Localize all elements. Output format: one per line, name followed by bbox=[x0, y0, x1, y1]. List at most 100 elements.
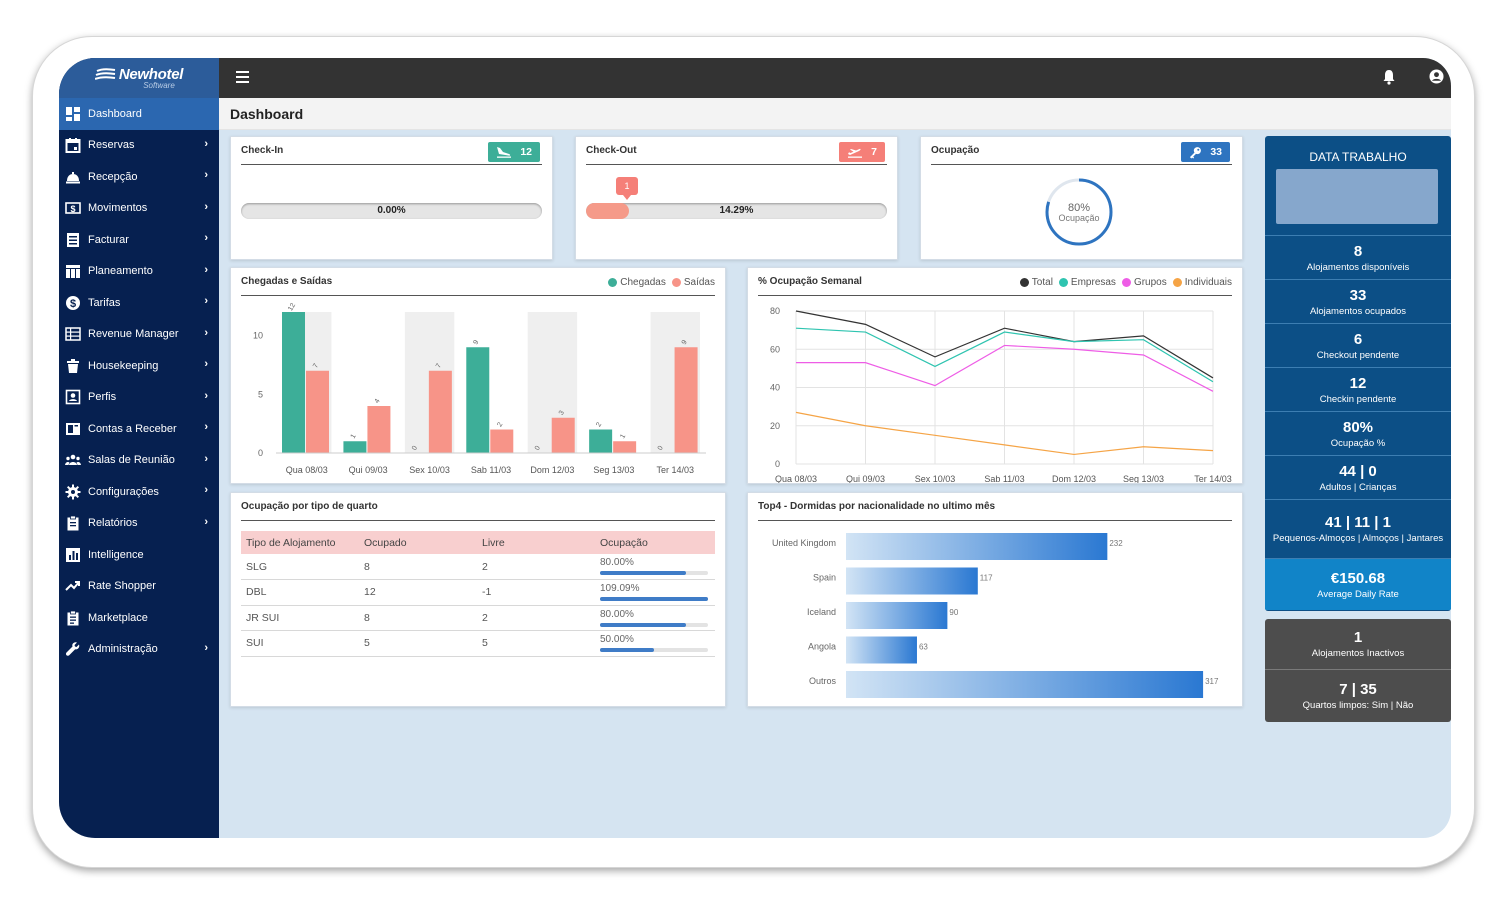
stat-tile[interactable]: 7 | 35 Quartos limpos: Sim | Não bbox=[1265, 670, 1451, 721]
table-row[interactable]: SUI 5 5 50.00% bbox=[241, 630, 715, 657]
sidebar-item-perfis[interactable]: Perfis › bbox=[59, 382, 219, 414]
bar-saidas[interactable] bbox=[551, 417, 575, 453]
sidebar-item-facturar[interactable]: Facturar › bbox=[59, 224, 219, 256]
checkin-badge[interactable]: 12 bbox=[488, 142, 540, 162]
legend-item[interactable]: Chegadas bbox=[608, 277, 666, 288]
series-line-individuais[interactable] bbox=[795, 411, 1214, 456]
series-line-empresas[interactable] bbox=[795, 327, 1214, 383]
legend-item[interactable]: Saídas bbox=[671, 277, 715, 288]
logo-waves-icon bbox=[94, 67, 116, 80]
series-line-grupos[interactable] bbox=[796, 344, 1214, 392]
column-header[interactable]: Tipo de Alojamento bbox=[241, 531, 359, 554]
stat-value: 1 bbox=[1353, 629, 1363, 646]
room-types-body: SLG 8 2 80.00% DBL 12 -1 109.09% JR SUI 8 2 80.00% S… bbox=[241, 554, 715, 657]
series-line-total[interactable] bbox=[795, 310, 1214, 379]
bar-value-label: 4 bbox=[374, 398, 382, 405]
bar-saidas[interactable] bbox=[490, 429, 514, 454]
legend-item[interactable]: Grupos bbox=[1121, 277, 1167, 288]
plane-landing-icon bbox=[497, 147, 512, 158]
checkout-progress-fill bbox=[586, 203, 629, 219]
key-icon bbox=[1190, 146, 1202, 159]
legend-item[interactable]: Empresas bbox=[1058, 277, 1116, 288]
checkin-title: Check-In bbox=[241, 145, 284, 156]
nationality-bar[interactable] bbox=[846, 602, 948, 629]
bar-chegadas[interactable] bbox=[343, 441, 367, 453]
table-row[interactable]: DBL 12 -1 109.09% bbox=[241, 579, 715, 606]
nationality-bar[interactable] bbox=[846, 567, 978, 595]
brand-logo[interactable]: Newhotel Software bbox=[59, 58, 219, 98]
stat-tile[interactable]: 12 Checkin pendente bbox=[1265, 368, 1451, 412]
stat-tile[interactable]: 1 Alojamentos Inactivos bbox=[1265, 619, 1451, 670]
stat-tile[interactable]: 80% Ocupação % bbox=[1265, 412, 1451, 456]
stat-tile[interactable]: 6 Checkout pendente bbox=[1265, 324, 1451, 368]
bar-saidas[interactable] bbox=[306, 370, 329, 453]
column-header[interactable]: Livre bbox=[477, 531, 595, 554]
sidebar-item-rate-shopper[interactable]: Rate Shopper bbox=[59, 571, 219, 603]
bar-chegadas[interactable] bbox=[282, 312, 305, 453]
stat-tile[interactable]: €150.68 Average Daily Rate bbox=[1265, 559, 1451, 610]
divider bbox=[241, 164, 542, 165]
chevron-right-icon: › bbox=[204, 169, 208, 181]
notifications-bell-icon[interactable] bbox=[1382, 69, 1396, 85]
sidebar-item-contas-a-receber[interactable]: Contas a Receber › bbox=[59, 413, 219, 445]
column-header[interactable]: Ocupado bbox=[359, 531, 477, 554]
bar-chegadas[interactable] bbox=[466, 347, 490, 453]
category-label: Outros bbox=[809, 676, 837, 686]
sidebar-item-label: Tarifas bbox=[88, 296, 121, 309]
sidebar-item-planeamento[interactable]: Planeamento › bbox=[59, 256, 219, 288]
sidebar-item-reservas[interactable]: Reservas › bbox=[59, 130, 219, 162]
stat-tile[interactable]: 44 | 0 Adultos | Crianças bbox=[1265, 456, 1451, 500]
chevron-right-icon: › bbox=[204, 263, 208, 276]
stat-value: 44 | 0 bbox=[1339, 462, 1377, 480]
sidebar-item-dashboard[interactable]: Dashboard bbox=[59, 98, 219, 130]
table-row[interactable]: SLG 8 2 80.00% bbox=[241, 554, 715, 580]
column-header[interactable]: Ocupação bbox=[595, 531, 715, 554]
occupancy-badge[interactable]: 33 bbox=[1181, 142, 1230, 162]
occupancy-cell: 50.00% bbox=[595, 630, 715, 657]
stat-value: 12 bbox=[1349, 374, 1367, 392]
weekly-title: % Ocupação Semanal bbox=[758, 276, 862, 287]
sidebar-item-movimentos[interactable]: $ Movimentos › bbox=[59, 193, 219, 225]
menu-toggle-icon[interactable] bbox=[236, 71, 249, 83]
bar-saidas[interactable] bbox=[428, 370, 452, 453]
legend-item[interactable]: Total bbox=[1019, 277, 1053, 288]
bar-value-label: 12 bbox=[287, 302, 297, 312]
user-account-icon[interactable] bbox=[1429, 69, 1444, 84]
sidebar-item-recepcao[interactable]: Recepção › bbox=[59, 161, 219, 193]
sidebar-item-configuracoes[interactable]: Configurações › bbox=[59, 476, 219, 508]
sidebar-item-marketplace[interactable]: Marketplace bbox=[59, 602, 219, 634]
occupancy-bar-fill bbox=[600, 571, 687, 575]
sidebar-item-intelligence[interactable]: Intelligence bbox=[59, 539, 219, 571]
sidebar-item-relatorios[interactable]: Relatórios › bbox=[59, 508, 219, 540]
bar-saidas[interactable] bbox=[367, 406, 391, 453]
x-tick-label: Qua 08/03 bbox=[286, 465, 328, 475]
stat-tile[interactable]: 41 | 11 | 1 Pequenos-Almoços | Almoços | … bbox=[1265, 500, 1451, 559]
work-date-box[interactable] bbox=[1276, 169, 1438, 224]
sidebar-item-salas-de-reuniao[interactable]: Salas de Reunião › bbox=[59, 445, 219, 477]
sidebar-item-label: Intelligence bbox=[88, 548, 144, 561]
bar-chegadas[interactable] bbox=[589, 429, 613, 454]
checkout-badge[interactable]: 7 bbox=[839, 142, 885, 162]
nationality-bar[interactable] bbox=[846, 636, 917, 664]
page-title: Dashboard bbox=[230, 106, 304, 122]
sidebar-item-housekeeping[interactable]: Housekeeping › bbox=[59, 350, 219, 382]
nationality-bar[interactable] bbox=[846, 533, 1108, 560]
bar-saidas[interactable] bbox=[674, 347, 698, 453]
sidebar-item-revenue-manager[interactable]: Revenue Manager › bbox=[59, 319, 219, 351]
bar-saidas[interactable] bbox=[613, 441, 637, 453]
sidebar-item-label: Configurações bbox=[88, 485, 159, 498]
table-row[interactable]: JR SUI 8 2 80.00% bbox=[241, 605, 715, 631]
stat-tile[interactable]: 33 Alojamentos ocupados bbox=[1265, 280, 1451, 324]
sidebar-nav: Dashboard Reservas › Recepção › $ Movimentos › F… bbox=[59, 98, 219, 665]
sidebar-item-administracao[interactable]: Administração › bbox=[59, 634, 219, 666]
legend-dot bbox=[1172, 278, 1182, 287]
stat-tile[interactable]: 8 Alojamentos disponíveis bbox=[1265, 236, 1451, 280]
legend-item[interactable]: Individuais bbox=[1172, 277, 1232, 288]
nationality-bar[interactable] bbox=[846, 671, 1204, 698]
sidebar-item-label: Movimentos bbox=[88, 202, 148, 215]
sidebar-item-tarifas[interactable]: $ Tarifas › bbox=[59, 287, 219, 319]
legend-label: Empresas bbox=[1070, 277, 1116, 288]
occupancy-bar-fill bbox=[600, 597, 708, 601]
x-tick-label: Seg 13/03 bbox=[1123, 474, 1164, 483]
chevron-right-icon: › bbox=[204, 358, 208, 370]
